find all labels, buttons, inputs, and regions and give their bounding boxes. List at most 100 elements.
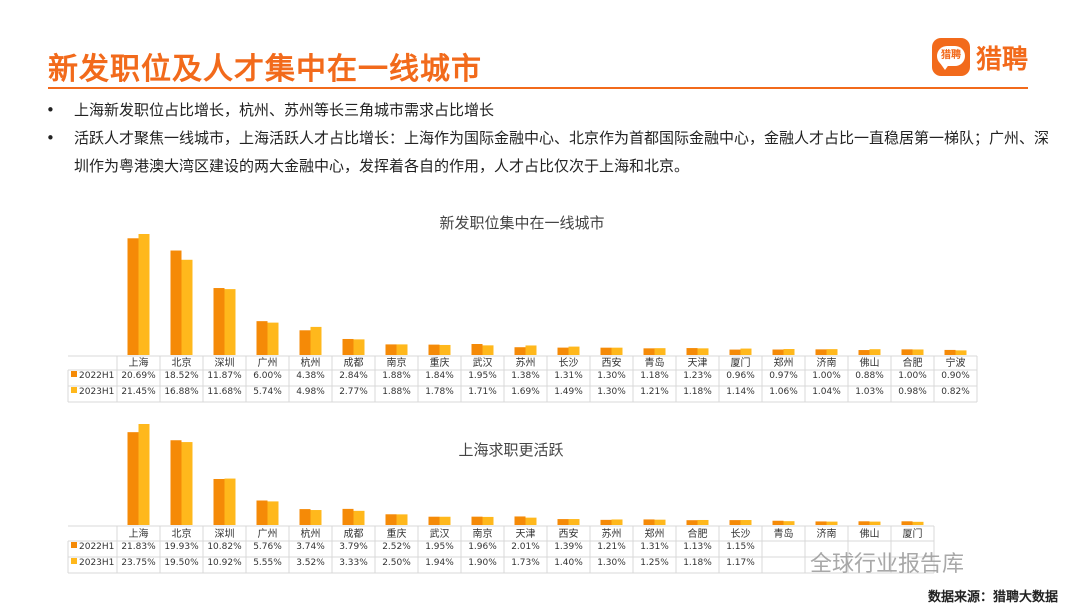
data-label: 2.01% [511, 542, 540, 552]
liepin-logo: 猎聘 猎聘 [932, 38, 1028, 76]
bar-2023H1 [912, 349, 924, 355]
bar-2022H1 [729, 520, 741, 525]
data-label: 2.52% [382, 542, 411, 552]
data-label: 1.84% [425, 371, 454, 381]
legend-key-2022H1 [71, 542, 77, 548]
data-label: 19.50% [164, 558, 199, 568]
bullet-item: 活跃人才聚焦一线城市，上海活跃人才占比增长：上海作为国际金融中心、北京作为首都国… [46, 124, 1056, 180]
bar-2023H1 [826, 521, 838, 525]
data-label: 23.75% [121, 558, 156, 568]
logo-badge-text: 猎聘 [937, 46, 965, 66]
bar-2023H1 [568, 519, 580, 525]
category-label: 厦门 [903, 527, 923, 540]
bar-2023H1 [267, 322, 279, 355]
bar-2023H1 [869, 349, 881, 355]
bar-2023H1 [654, 519, 666, 525]
category-label: 武汉 [473, 356, 493, 369]
bar-2023H1 [353, 339, 365, 355]
bar-2022H1 [901, 349, 913, 355]
bar-2022H1 [428, 516, 440, 525]
bar-2022H1 [772, 349, 784, 355]
legend-key-2023H1 [71, 387, 77, 393]
bar-2022H1 [815, 521, 827, 525]
category-label: 合肥 [688, 527, 708, 540]
category-label: 天津 [516, 528, 536, 540]
category-label: 西安 [559, 527, 579, 540]
bar-2023H1 [482, 345, 494, 355]
bar-2023H1 [955, 350, 967, 355]
bar-2022H1 [901, 521, 913, 525]
bar-2022H1 [686, 520, 698, 525]
data-label: 1.06% [769, 387, 798, 397]
data-label: 1.78% [425, 387, 454, 397]
data-label: 1.23% [683, 371, 712, 381]
watermark: 全球行业报告库 [810, 552, 965, 577]
category-label: 合肥 [903, 356, 923, 369]
data-label: 1.18% [683, 558, 712, 568]
data-label: 10.82% [207, 542, 242, 552]
bar-2023H1 [396, 514, 408, 525]
data-label: 1.21% [640, 387, 669, 397]
bar-2023H1 [826, 349, 838, 355]
category-label: 武汉 [430, 527, 450, 540]
bar-2022H1 [729, 349, 741, 355]
data-label: 11.87% [207, 371, 242, 381]
category-label: 成都 [344, 357, 364, 369]
data-label: 1.13% [683, 542, 712, 552]
data-label: 1.69% [511, 387, 540, 397]
data-label: 1.25% [640, 558, 669, 568]
bar-2022H1 [256, 321, 268, 355]
data-label: 1.95% [425, 542, 454, 552]
bar-2022H1 [213, 478, 225, 525]
bar-2023H1 [138, 234, 150, 355]
category-label: 广州 [258, 357, 278, 369]
title-divider [48, 87, 1028, 89]
bar-2023H1 [267, 501, 279, 525]
category-label: 佛山 [860, 527, 880, 540]
category-label: 佛山 [860, 356, 880, 369]
data-label: 1.94% [425, 558, 454, 568]
category-label: 济南 [817, 527, 837, 540]
category-label: 厦门 [731, 356, 751, 369]
bar-2023H1 [310, 326, 322, 355]
data-label: 10.92% [207, 558, 242, 568]
bar-2023H1 [740, 348, 752, 355]
bar-2023H1 [439, 516, 451, 525]
category-label: 南京 [473, 527, 493, 540]
bar-2022H1 [557, 347, 569, 355]
data-label: 0.82% [941, 387, 970, 397]
bar-2023H1 [181, 259, 193, 355]
bar-2023H1 [611, 347, 623, 355]
bar-2022H1 [127, 238, 139, 355]
category-label: 深圳 [215, 357, 235, 369]
category-label: 南京 [387, 356, 407, 369]
data-label: 1.18% [683, 387, 712, 397]
data-label: 1.73% [511, 558, 540, 568]
category-label: 西安 [602, 356, 622, 369]
category-label: 上海 [129, 356, 149, 369]
legend-label: 2023H1 [79, 387, 114, 397]
data-label: 1.96% [468, 542, 497, 552]
bar-2022H1 [256, 500, 268, 525]
bar-2023H1 [224, 478, 236, 525]
data-label: 1.30% [597, 558, 626, 568]
bullet-item: 上海新发职位占比增长，杭州、苏州等长三角城市需求占比增长 [46, 96, 1056, 124]
data-label: 1.71% [468, 387, 497, 397]
bar-2022H1 [514, 516, 526, 525]
bar-2022H1 [170, 440, 182, 525]
bar-2022H1 [471, 516, 483, 525]
data-label: 1.17% [726, 558, 755, 568]
bar-2022H1 [127, 432, 139, 525]
bar-2023H1 [525, 517, 537, 525]
category-label: 郑州 [645, 527, 665, 540]
data-label: 0.90% [941, 371, 970, 381]
data-label: 2.84% [339, 371, 368, 381]
category-label: 长沙 [559, 357, 579, 369]
chart-title: 上海求职更活跃 [458, 441, 563, 459]
bar-2022H1 [815, 349, 827, 355]
category-label: 北京 [172, 356, 192, 369]
data-label: 21.83% [121, 542, 156, 552]
bar-2023H1 [611, 519, 623, 525]
bar-2022H1 [385, 514, 397, 525]
